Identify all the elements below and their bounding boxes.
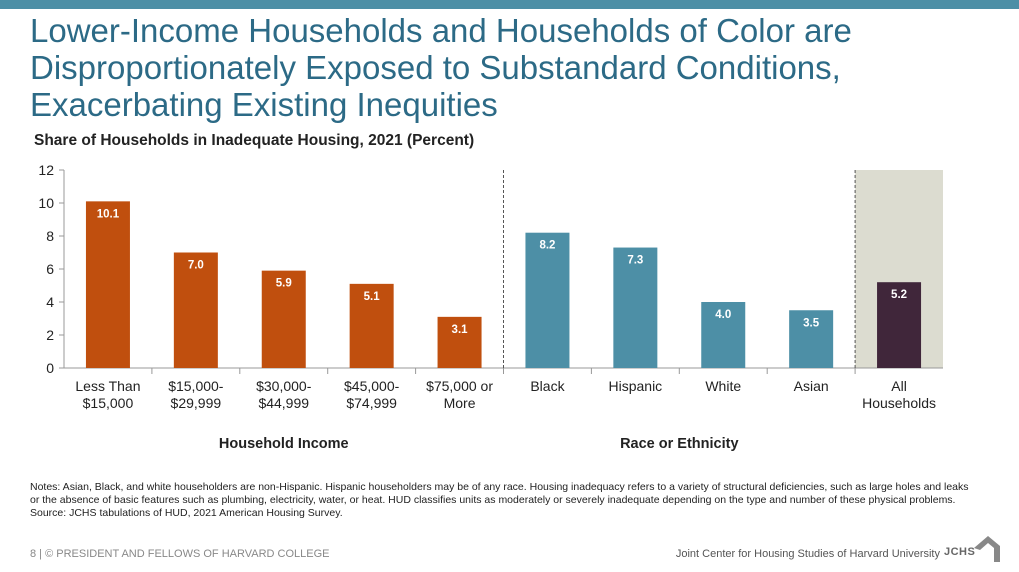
x-tick-label: More <box>444 395 476 411</box>
bar-value-label: 8.2 <box>539 240 555 252</box>
bar <box>85 201 130 368</box>
x-tick-label: Asian <box>794 378 829 394</box>
bar <box>173 252 218 368</box>
x-tick-label: Households <box>862 395 936 411</box>
footer-organization: Joint Center for Housing Studies of Harv… <box>675 548 940 560</box>
bar-value-label: 5.9 <box>276 278 292 290</box>
bar <box>613 247 658 368</box>
bar <box>877 282 922 368</box>
y-tick-label: 8 <box>46 228 54 244</box>
x-tick-label: Less Than <box>75 378 140 394</box>
y-tick-label: 0 <box>46 360 54 376</box>
notes-text: Notes: Asian, Black, and white household… <box>30 481 969 506</box>
bar-value-label: 3.5 <box>803 317 820 329</box>
x-tick-label: $75,000 or <box>426 378 493 394</box>
x-tick-label: All <box>891 378 907 394</box>
x-tick-label: $15,000 <box>83 395 134 411</box>
x-tick-label: $44,999 <box>258 395 309 411</box>
bar <box>437 316 482 368</box>
bar-value-label: 3.1 <box>452 324 469 336</box>
jchs-logo-icon <box>974 536 1000 562</box>
bar-value-label: 5.2 <box>891 289 907 301</box>
notes: Notes: Asian, Black, and white household… <box>30 481 980 520</box>
y-tick-label: 4 <box>46 294 54 310</box>
bar-value-label: 4.0 <box>715 309 731 321</box>
x-tick-label: White <box>705 378 741 394</box>
x-tick-label: $74,999 <box>346 395 397 411</box>
bar <box>525 232 570 368</box>
jchs-logo-text: JCHS <box>944 546 976 558</box>
x-tick-label: Black <box>530 378 565 394</box>
bar <box>349 283 394 368</box>
y-tick-label: 12 <box>38 162 54 178</box>
bar-value-label: 7.0 <box>188 260 204 272</box>
footer-copyright: 8 | © PRESIDENT AND FELLOWS OF HARVARD C… <box>30 548 330 560</box>
x-tick-label: $30,000- <box>256 378 312 394</box>
y-tick-label: 6 <box>46 261 54 277</box>
bar-value-label: 10.1 <box>97 208 120 220</box>
bar-value-label: 5.1 <box>364 291 381 303</box>
bar <box>261 270 306 368</box>
source-text: Source: JCHS tabulations of HUD, 2021 Am… <box>30 507 343 519</box>
top-accent-bar <box>0 0 1019 9</box>
group-label: Race or Ethnicity <box>620 436 738 452</box>
bar <box>701 302 746 368</box>
bar <box>789 310 834 368</box>
y-tick-label: 10 <box>38 195 54 211</box>
x-tick-label: $15,000- <box>168 378 224 394</box>
y-tick-label: 2 <box>46 327 54 343</box>
x-tick-label: Hispanic <box>608 378 662 394</box>
chart-title: Share of Households in Inadequate Housin… <box>34 132 475 149</box>
slide-title: Lower-Income Households and Households o… <box>30 12 852 123</box>
x-tick-label: $45,000- <box>344 378 400 394</box>
bar-value-label: 7.3 <box>627 255 643 267</box>
group-label: Household Income <box>219 436 349 452</box>
bar-chart: 0 2 4 6 8 10 12 10.1 Less Than$15,000 7.0 $15,000-… <box>38 162 943 452</box>
x-tick-label: $29,999 <box>171 395 222 411</box>
